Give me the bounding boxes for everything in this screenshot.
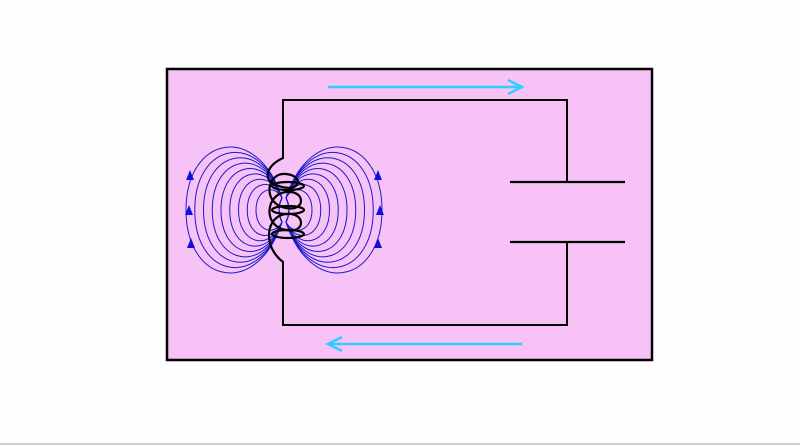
field-line bbox=[185, 146, 283, 274]
circuit-wires bbox=[282, 99, 568, 326]
inductor-coil bbox=[266, 157, 306, 263]
field-arrow-icon bbox=[186, 170, 194, 180]
arrowhead-icon bbox=[325, 335, 343, 353]
field-arrow-icon bbox=[374, 238, 382, 248]
field-line bbox=[285, 146, 383, 274]
coil-ring bbox=[270, 180, 306, 192]
coil-ring bbox=[270, 204, 306, 216]
diagram-panel bbox=[165, 67, 654, 362]
field-arrow-icon bbox=[374, 170, 382, 180]
field-direction-arrows bbox=[185, 170, 384, 248]
arrowhead-icon bbox=[507, 78, 525, 96]
field-arrow-icon bbox=[187, 238, 195, 248]
field-arrow-icon bbox=[376, 205, 384, 215]
coil-ring bbox=[270, 228, 306, 240]
top-wire bbox=[282, 99, 568, 183]
field-arrow-icon bbox=[185, 205, 193, 215]
capacitor bbox=[510, 180, 625, 244]
bottom-wire bbox=[282, 241, 568, 326]
current-direction-arrows bbox=[325, 78, 525, 353]
